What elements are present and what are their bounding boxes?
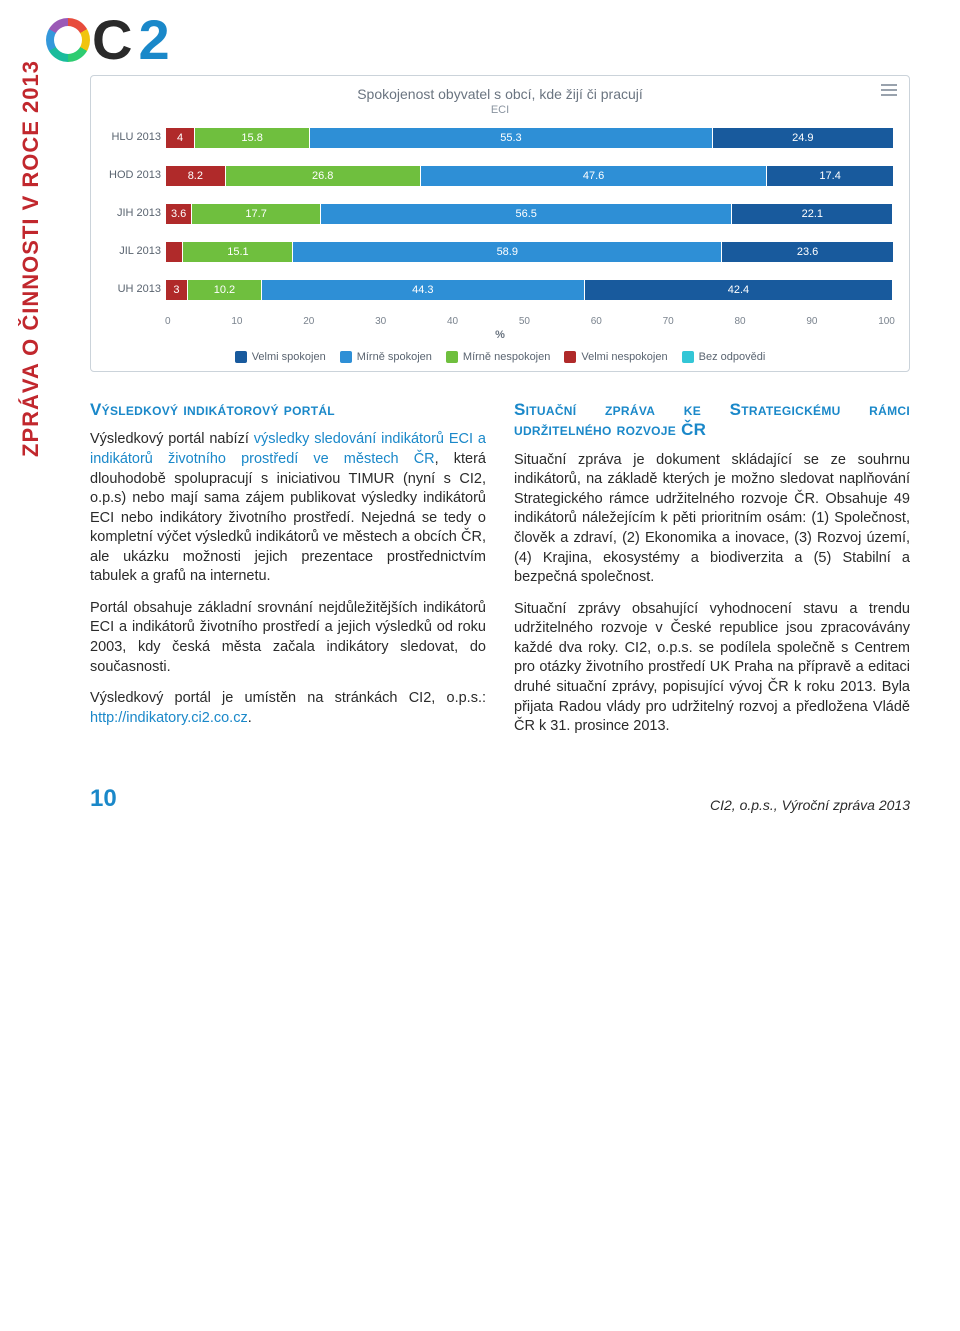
left-p3: Výsledkový portál je umístěn na stránkác… (90, 689, 486, 728)
axis-tick: 60 (591, 316, 602, 327)
bar-row: HLU 2013415.855.324.9 (165, 126, 895, 150)
right-p1: Situační zpráva je dokument sklá­dající … (514, 451, 910, 588)
axis-tick: 20 (303, 316, 314, 327)
legend-swatch (446, 351, 458, 363)
axis-tick: 90 (806, 316, 817, 327)
axis-tick: 10 (231, 316, 242, 327)
bar-track: 8.226.847.617.4 (165, 165, 895, 187)
footer-right: CI2, o.p.s., Výroční zpráva 2013 (710, 797, 910, 813)
left-p1b: , která dlouhodobě spolupracují s inicia… (90, 451, 486, 584)
logo-number-2: 2 (138, 12, 169, 68)
bar-row: JIH 20133.617.756.522.1 (165, 202, 895, 226)
right-column: Situační zpráva ke Strate­gickému rámci … (514, 400, 910, 749)
legend-item[interactable]: Velmi nespokojen (564, 351, 667, 363)
legend-label: Mírně spokojen (357, 351, 432, 363)
legend-swatch (340, 351, 352, 363)
satisfaction-chart: Spokojenost obyvatel s obcí, kde žijí či… (90, 75, 910, 372)
left-p2: Portál obsahuje základní srovnání nejdůl… (90, 599, 486, 677)
left-p1: Výsledkový portál nabízí výsledky sledov… (90, 430, 486, 587)
bar-row-label: JIH 2013 (107, 207, 161, 219)
legend-label: Velmi spokojen (252, 351, 326, 363)
chart-subtitle: ECI (105, 104, 895, 116)
legend-item[interactable]: Velmi spokojen (235, 351, 326, 363)
bar-row: JIL 201315.158.923.6 (165, 240, 895, 264)
bar-track: 15.158.923.6 (165, 241, 895, 263)
axis-tick: 40 (447, 316, 458, 327)
bar-segment: 15.8 (195, 128, 310, 148)
legend-item[interactable]: Mírně nespokojen (446, 351, 550, 363)
axis-tick: 50 (519, 316, 530, 327)
bar-segment: 8.2 (166, 166, 226, 186)
right-p2: Situační zprávy obsahující vyhod­nocení … (514, 600, 910, 737)
axis-tick: 30 (375, 316, 386, 327)
axis-tick: 100 (878, 316, 895, 327)
body-columns: Výsledkový indikátorový portál Výsledkov… (90, 400, 910, 749)
bar-track: 310.244.342.4 (165, 279, 895, 301)
bar-track: 3.617.756.522.1 (165, 203, 895, 225)
axis-tick: 0 (165, 316, 171, 327)
left-p3b: . (248, 710, 252, 726)
bar-segment: 17.4 (767, 166, 894, 186)
bar-segment: 22.1 (732, 204, 893, 224)
bar-segment: 3 (166, 280, 188, 300)
left-heading: Výsledkový indikátorový portál (90, 400, 486, 420)
legend-label: Velmi nespokojen (581, 351, 667, 363)
chart-x-axis: 0 10 20 30 40 50 60 70 80 90 100 (105, 316, 895, 327)
bar-segment: 23.6 (722, 242, 894, 262)
axis-tick: 70 (663, 316, 674, 327)
bar-segment: 58.9 (293, 242, 722, 262)
bar-segment: 42.4 (585, 280, 894, 300)
left-p3-link[interactable]: http://indika­tory.ci2.co.cz (90, 710, 248, 726)
bar-track: 415.855.324.9 (165, 127, 895, 149)
bar-segment: 10.2 (188, 280, 262, 300)
bar-row: UH 2013310.244.342.4 (165, 278, 895, 302)
page-number: 10 (90, 785, 117, 813)
legend-swatch (682, 351, 694, 363)
bar-segment: 3.6 (166, 204, 192, 224)
right-heading: Situační zpráva ke Strate­gickému rámci … (514, 400, 910, 441)
bar-segment: 56.5 (321, 204, 732, 224)
left-p3a: Výsledkový portál je umístěn na stránkác… (90, 690, 486, 706)
bar-segment (166, 242, 183, 262)
bar-segment: 24.9 (713, 128, 894, 148)
legend-swatch (564, 351, 576, 363)
left-column: Výsledkový indikátorový portál Výsledkov… (90, 400, 486, 749)
chart-title: Spokojenost obyvatel s obcí, kde žijí či… (105, 86, 895, 102)
bar-row: HOD 20138.226.847.617.4 (165, 164, 895, 188)
bar-segment: 55.3 (310, 128, 713, 148)
logo-color-wheel (46, 18, 90, 62)
bar-segment: 17.7 (192, 204, 321, 224)
left-p1a: Výsledkový portál nabízí (90, 431, 254, 447)
legend-item[interactable]: Bez odpovědi (682, 351, 766, 363)
axis-tick: 80 (734, 316, 745, 327)
side-title: ZPRÁVA O ČINNOSTI V ROCE 2013 (18, 60, 44, 457)
chart-legend: Velmi spokojen Mírně spokojen Mírně nespok… (105, 351, 895, 363)
page-footer: 10 CI2, o.p.s., Výroční zpráva 2013 (90, 785, 910, 813)
bar-segment: 47.6 (421, 166, 768, 186)
chart-menu-icon[interactable] (881, 84, 897, 98)
logo-letter-c: C (92, 12, 132, 68)
legend-label: Bez odpovědi (699, 351, 766, 363)
legend-label: Mírně nespokojen (463, 351, 550, 363)
chart-x-label: % (105, 329, 895, 341)
bar-segment: 44.3 (262, 280, 585, 300)
logo: C 2 (46, 12, 170, 68)
bar-row-label: UH 2013 (107, 283, 161, 295)
bar-row-label: JIL 2013 (107, 245, 161, 257)
bar-segment: 26.8 (226, 166, 421, 186)
bar-segment: 15.1 (183, 242, 293, 262)
bar-row-label: HLU 2013 (107, 131, 161, 143)
legend-item[interactable]: Mírně spokojen (340, 351, 432, 363)
legend-swatch (235, 351, 247, 363)
bar-segment: 4 (166, 128, 195, 148)
chart-bars: HLU 2013415.855.324.9HOD 20138.226.847.6… (105, 126, 895, 302)
bar-row-label: HOD 2013 (107, 169, 161, 181)
